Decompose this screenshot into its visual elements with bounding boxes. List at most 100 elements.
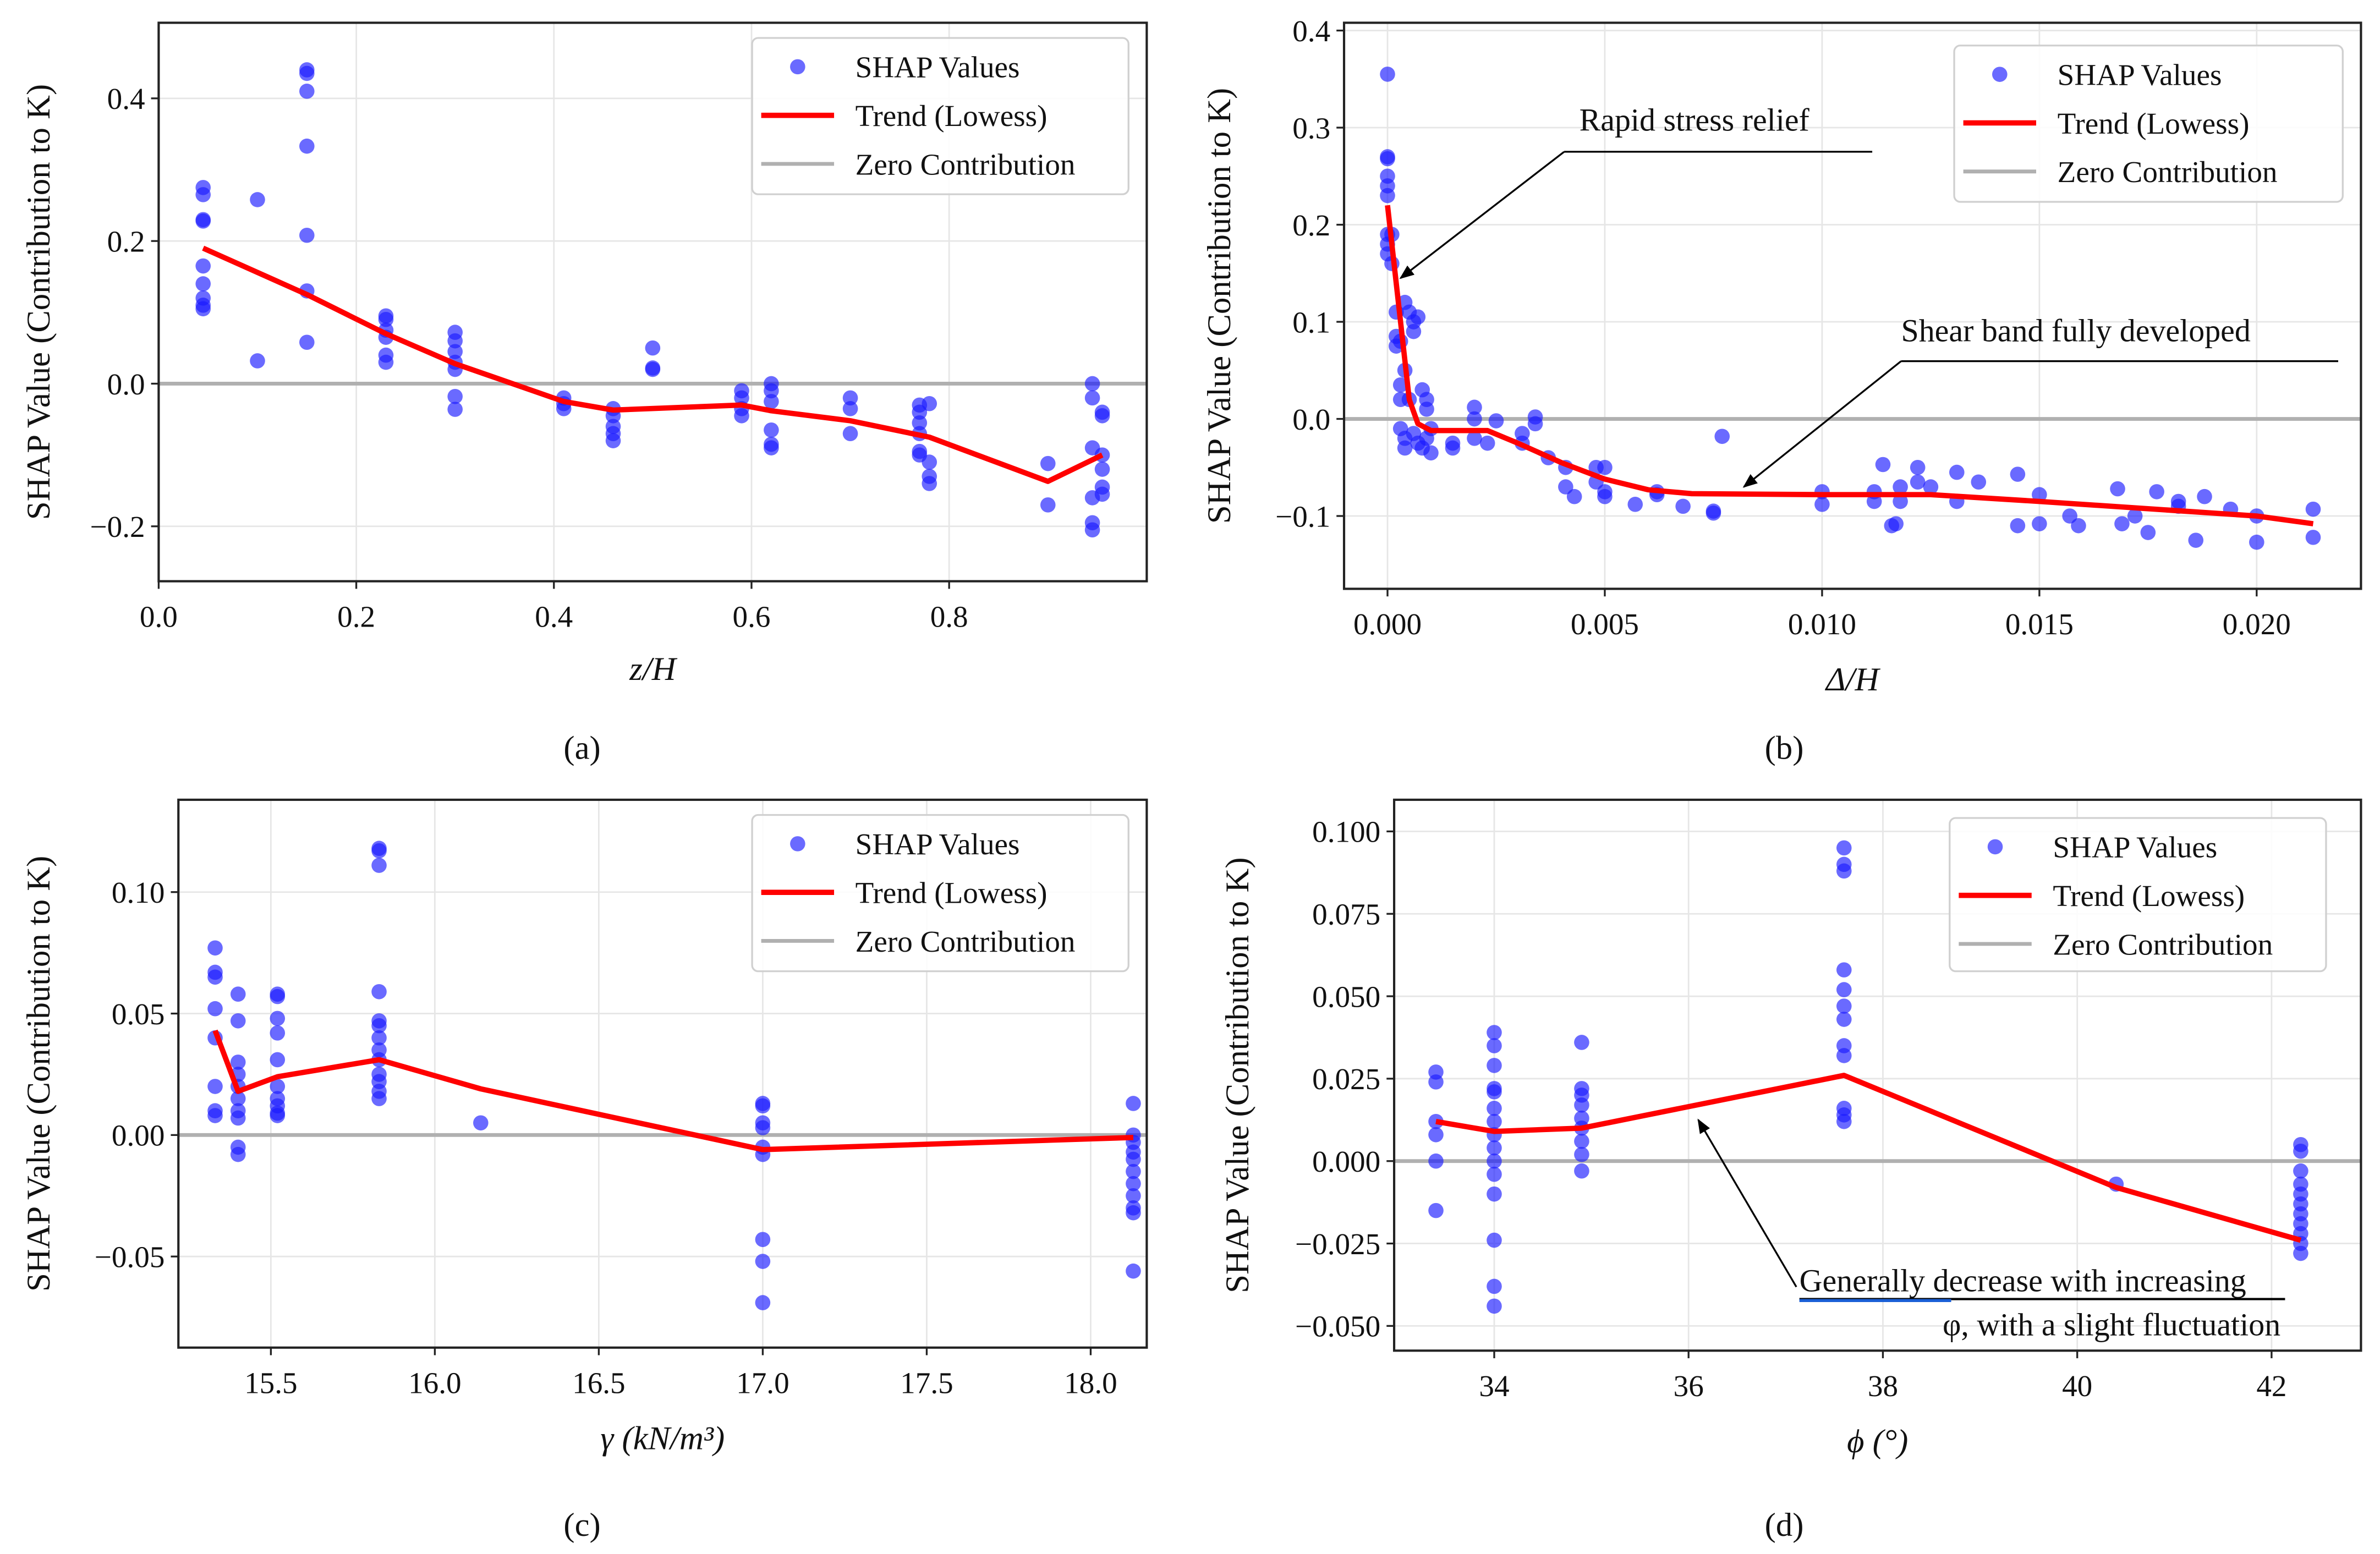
shap-point xyxy=(1836,998,1852,1014)
panel-a: 0.0 0.2 0.4 0.6 0.8 0.4 0.2 0.0 −0.2 z/H SHAP Valu… xyxy=(20,21,1148,766)
shap-point xyxy=(1836,1114,1852,1129)
shap-point xyxy=(1836,982,1852,997)
x-axis-label: ϕ (°) xyxy=(1847,1423,1908,1460)
shap-point xyxy=(1126,1151,1141,1167)
plot-frame xyxy=(177,798,1148,1349)
shap-point xyxy=(270,989,286,1004)
shap-point xyxy=(207,1079,223,1094)
shap-point xyxy=(299,84,315,99)
shap-point xyxy=(1706,505,1721,521)
shap-point xyxy=(270,1079,286,1094)
shap-point xyxy=(1467,431,1482,446)
y-tick-label: 0.0 xyxy=(107,367,145,401)
y-tick-label: −0.2 xyxy=(90,510,145,543)
x-axis-label: z/H xyxy=(629,651,677,688)
shap-point xyxy=(195,187,211,202)
shap-point xyxy=(1893,479,1908,495)
shap-point xyxy=(1467,411,1482,427)
shap-point xyxy=(764,394,779,409)
legend-point-marker xyxy=(790,836,805,852)
shap-point xyxy=(1487,1058,1502,1073)
shap-point xyxy=(2127,508,2143,524)
shap-point xyxy=(1487,1140,1502,1156)
shap-point xyxy=(2032,516,2047,531)
x-tick-label: 42 xyxy=(2256,1369,2286,1403)
x-tick-label: 40 xyxy=(2062,1369,2092,1403)
panel-d: 34 36 38 40 42 0.100 0.075 0.050 0.025 0.000 −0.02… xyxy=(1219,798,2362,1544)
shap-point xyxy=(1814,497,1830,512)
x-tick-label: 17.0 xyxy=(736,1366,789,1400)
shap-point xyxy=(842,390,858,406)
shap-point xyxy=(755,1098,771,1114)
shap-point xyxy=(371,858,387,873)
shap-point xyxy=(1487,1025,1502,1040)
shap-point xyxy=(922,476,937,491)
shap-point xyxy=(2293,1163,2308,1179)
x-axis-label: γ (kN/m³) xyxy=(600,1420,725,1457)
shap-point xyxy=(1714,429,1730,444)
shap-point xyxy=(1392,377,1408,393)
shap-point xyxy=(1866,493,1882,509)
shap-point xyxy=(2293,1245,2308,1261)
plot-frame xyxy=(1342,21,2362,590)
shap-point xyxy=(1380,188,1395,204)
shap-point xyxy=(1597,459,1613,475)
shap-point xyxy=(1558,479,1573,495)
x-tick-label: 16.0 xyxy=(408,1366,462,1400)
legend-label-zero: Zero Contribution xyxy=(856,147,1076,181)
shap-point xyxy=(1380,151,1395,167)
shap-point xyxy=(230,1091,246,1106)
shap-point xyxy=(1397,440,1413,456)
x-tick-label: 0.000 xyxy=(1353,607,1422,641)
y-axis-label: SHAP Value (Contribution to K) xyxy=(20,856,57,1292)
shap-point xyxy=(1094,408,1110,424)
plot-frame xyxy=(1392,798,2362,1352)
shap-point xyxy=(270,1011,286,1026)
trend-line xyxy=(202,245,1104,484)
shap-point xyxy=(1487,1084,1502,1100)
y-tick-label: 0.000 xyxy=(1312,1145,1380,1178)
y-tick-label: 0.3 xyxy=(1292,111,1330,145)
legend-label-points: SHAP Values xyxy=(856,51,1020,84)
shap-point xyxy=(447,344,463,359)
x-tick-label: 34 xyxy=(1479,1369,1509,1403)
shap-point xyxy=(2249,534,2264,550)
y-tick-label: 0.05 xyxy=(112,997,165,1031)
shap-point xyxy=(270,1108,286,1123)
shap-point xyxy=(645,361,661,377)
annotation-rapid-stress-relief: Rapid stress relief xyxy=(1580,102,1810,138)
x-tick-label: 16.5 xyxy=(572,1366,626,1400)
shap-point xyxy=(1126,1096,1141,1111)
shap-point xyxy=(605,433,621,448)
shap-point xyxy=(2010,518,2026,534)
shap-point xyxy=(1419,402,1434,417)
panel-caption: (d) xyxy=(1765,1507,1804,1544)
shap-point xyxy=(2140,525,2156,540)
y-tick-label: −0.1 xyxy=(1275,499,1330,533)
y-tick-label: 0.4 xyxy=(1292,14,1330,48)
shap-point xyxy=(1487,1166,1502,1182)
shap-point xyxy=(1836,840,1852,856)
legend-label-zero: Zero Contribution xyxy=(2058,155,2278,189)
x-tick-label: 0.8 xyxy=(930,600,968,633)
annotation-arrow-rapid xyxy=(1399,151,1565,279)
shap-point xyxy=(1428,1127,1444,1143)
shap-point xyxy=(2062,508,2077,524)
shap-point xyxy=(1094,486,1110,502)
trend-line xyxy=(212,1029,1134,1152)
shap-point xyxy=(842,426,858,442)
shap-point xyxy=(1428,1202,1444,1218)
shap-point xyxy=(1574,1035,1589,1050)
shap-point xyxy=(299,334,315,350)
shap-point xyxy=(2293,1143,2308,1159)
shap-point xyxy=(371,1018,387,1034)
y-tick-label: 0.050 xyxy=(1312,980,1380,1013)
y-axis-label: SHAP Value (Contribution to K) xyxy=(1201,88,1238,524)
legend-label-points: SHAP Values xyxy=(2053,831,2217,864)
annotation-arrow-shear xyxy=(1742,360,1902,488)
shap-point xyxy=(1126,1263,1141,1279)
y-tick-label: −0.025 xyxy=(1295,1227,1380,1261)
shap-point xyxy=(1487,1101,1502,1116)
shap-point xyxy=(1487,1186,1502,1202)
annotation-shear-band: Shear band fully developed xyxy=(1901,313,2250,349)
